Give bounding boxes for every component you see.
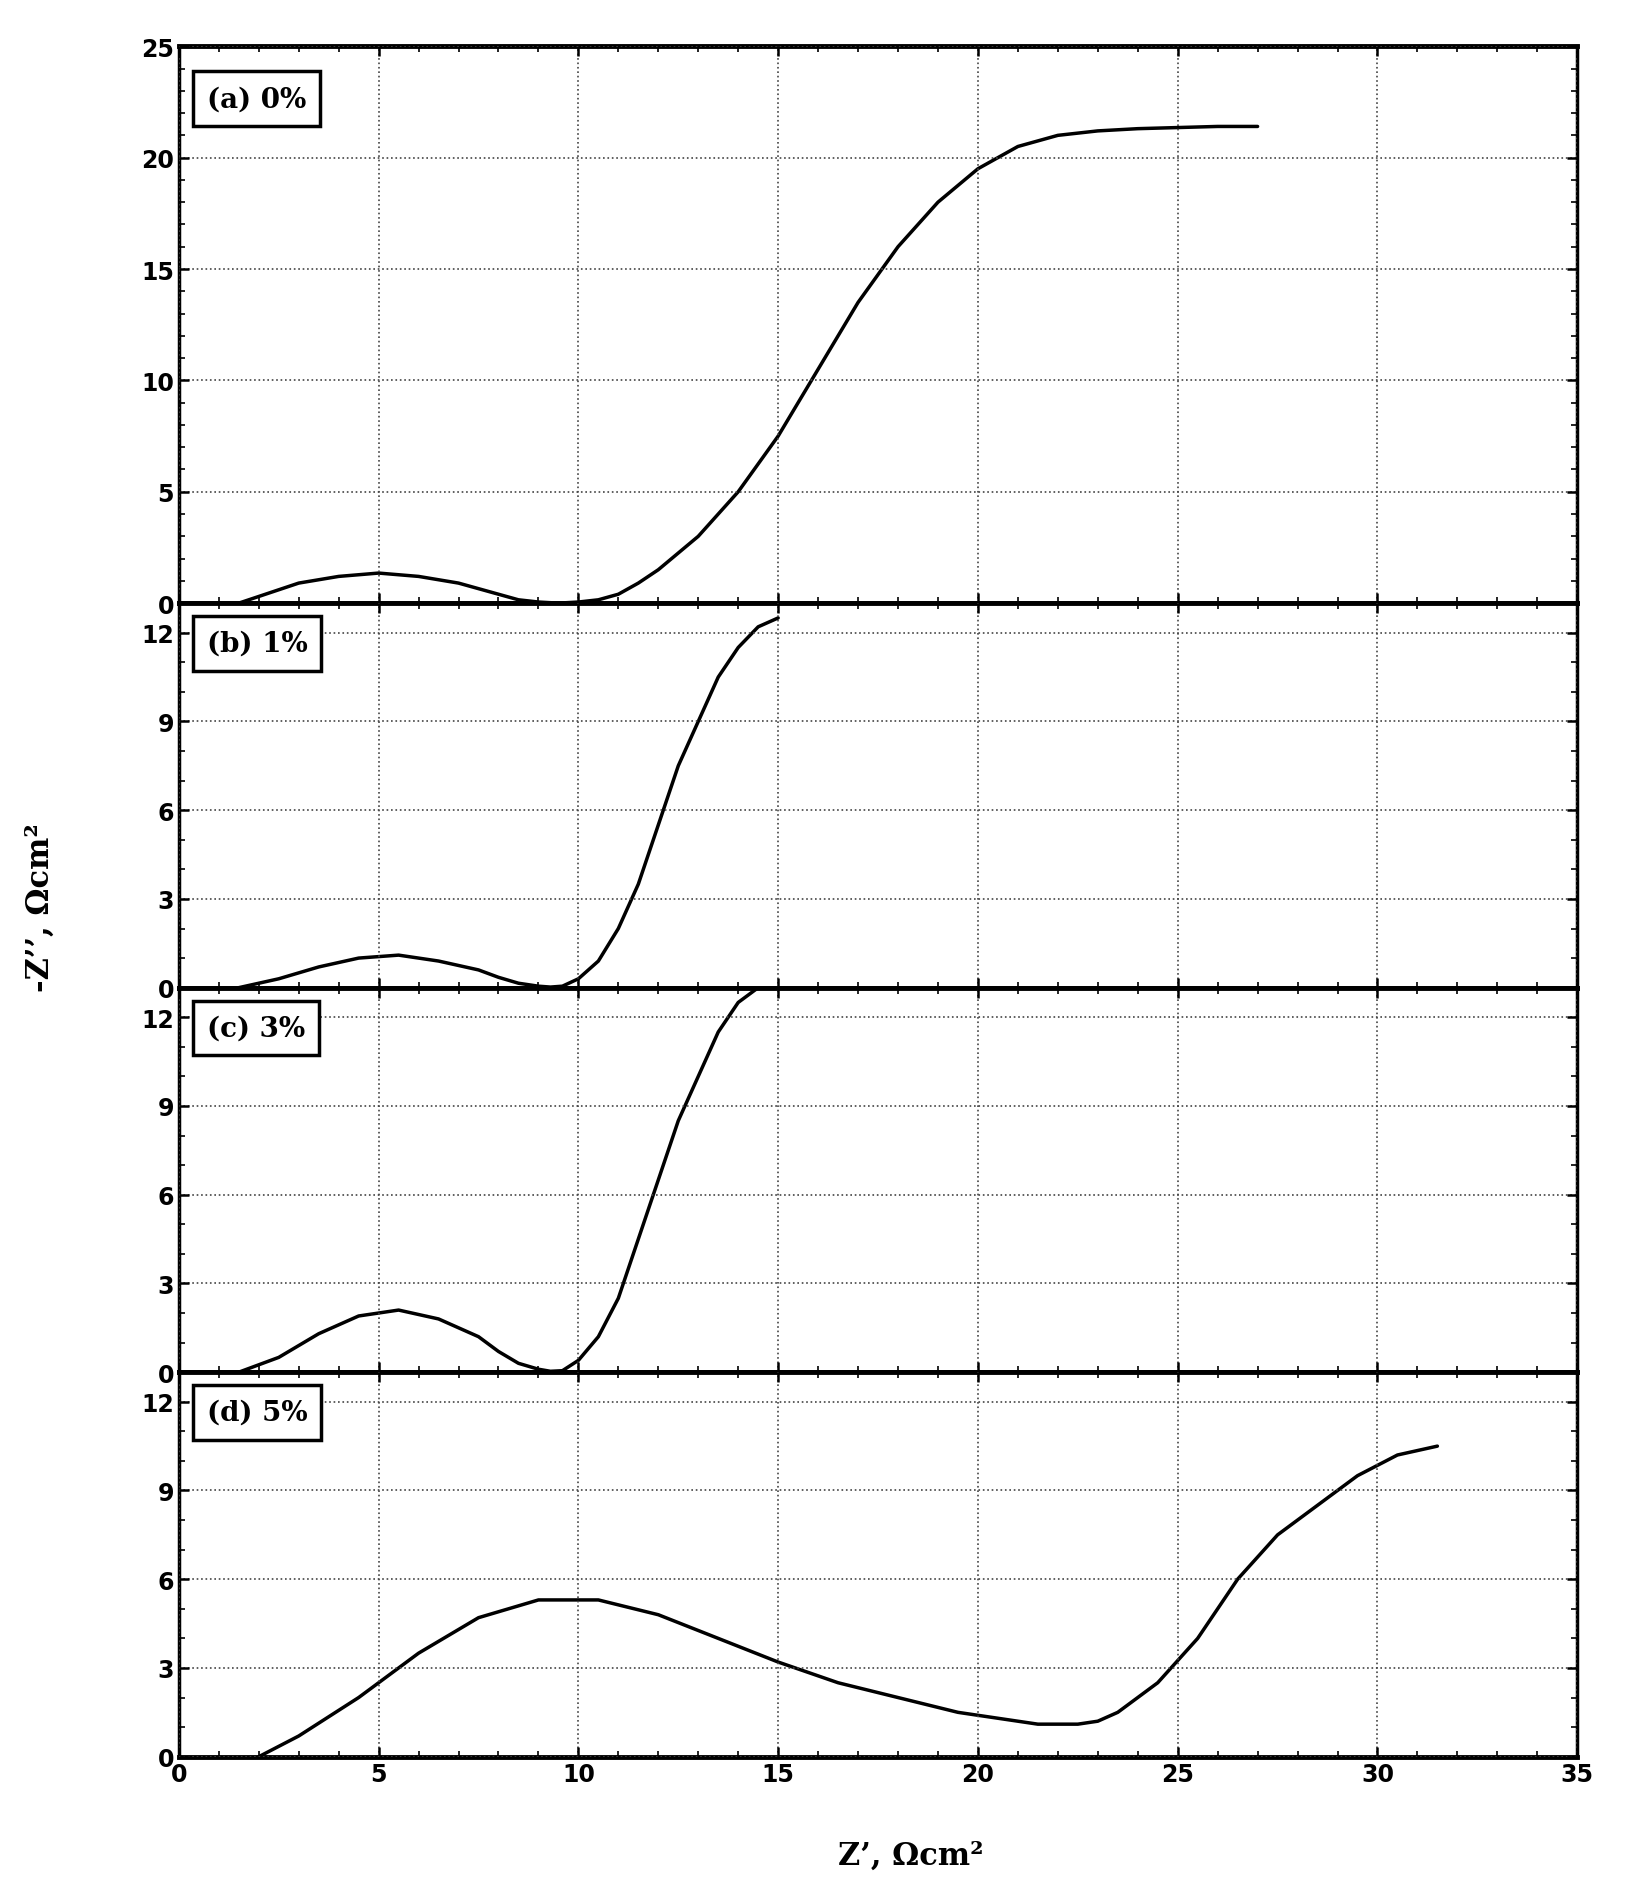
Text: (b) 1%: (b) 1%	[207, 631, 307, 657]
Text: (a) 0%: (a) 0%	[207, 87, 306, 113]
Text: Z’, Ωcm²: Z’, Ωcm²	[837, 1840, 984, 1870]
Text: (d) 5%: (d) 5%	[207, 1400, 307, 1426]
Text: (c) 3%: (c) 3%	[207, 1014, 306, 1043]
Text: -Z’’, Ωcm²: -Z’’, Ωcm²	[24, 822, 57, 992]
